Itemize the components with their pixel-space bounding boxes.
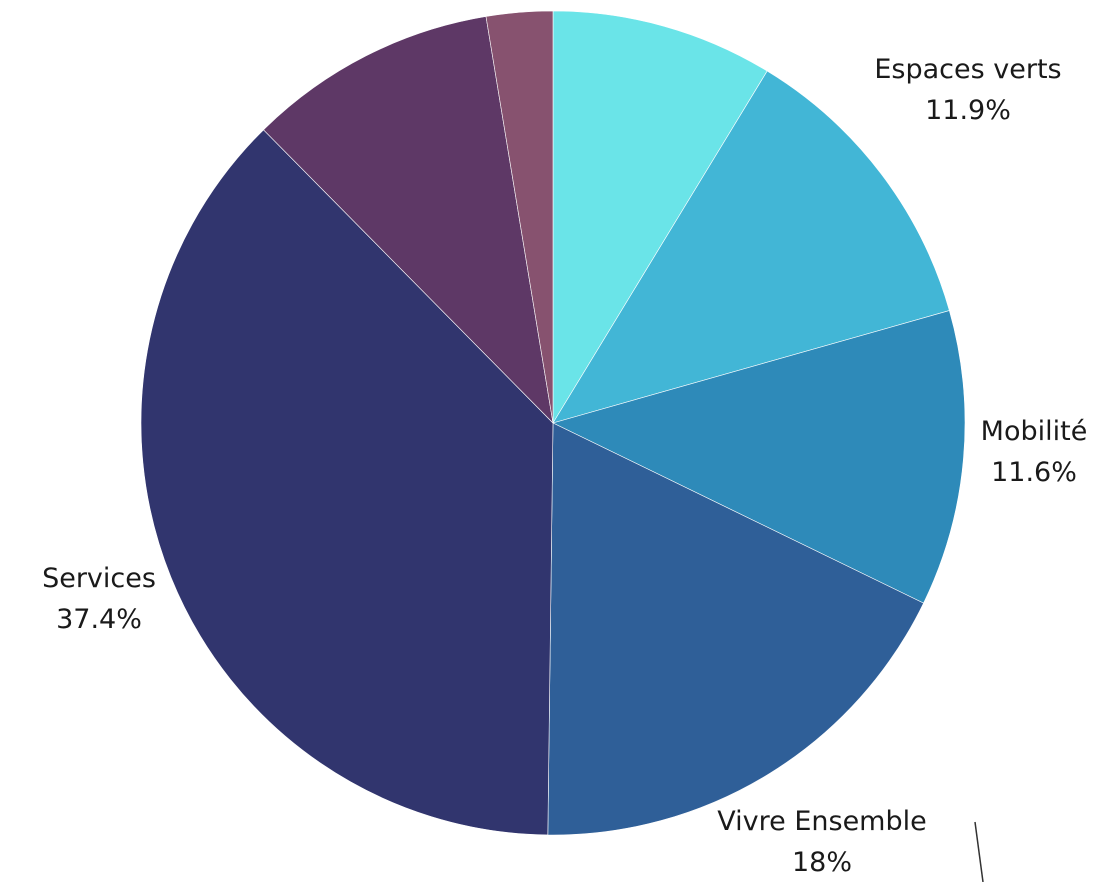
slice-label-value: 11.6% xyxy=(991,457,1077,488)
slice-label-name: Services xyxy=(42,563,156,594)
pie-slice-1 xyxy=(552,10,768,425)
slice-label-value: 11.9% xyxy=(925,95,1011,126)
pie-slice-services xyxy=(140,129,554,836)
pie-labels: Espaces verts 11.9% Mobilité 11.6% Vivre Ens… xyxy=(42,54,1087,878)
slice-label-name: Espaces verts xyxy=(874,54,1061,85)
slice-label-name: Mobilité xyxy=(981,416,1088,447)
pie-slice-6 xyxy=(263,16,554,424)
leader-line xyxy=(974,821,984,882)
slice-label-value: 18% xyxy=(792,847,852,878)
pie-slices xyxy=(140,10,966,836)
pie-slice-mobilit- xyxy=(552,310,966,604)
pie-slice-vivre-ensemble xyxy=(547,422,924,836)
pie-slice-7 xyxy=(485,10,554,424)
pie-slice-espaces-verts xyxy=(552,70,950,424)
slice-label-name: Vivre Ensemble xyxy=(717,806,926,837)
slice-label-value: 37.4% xyxy=(56,604,142,635)
